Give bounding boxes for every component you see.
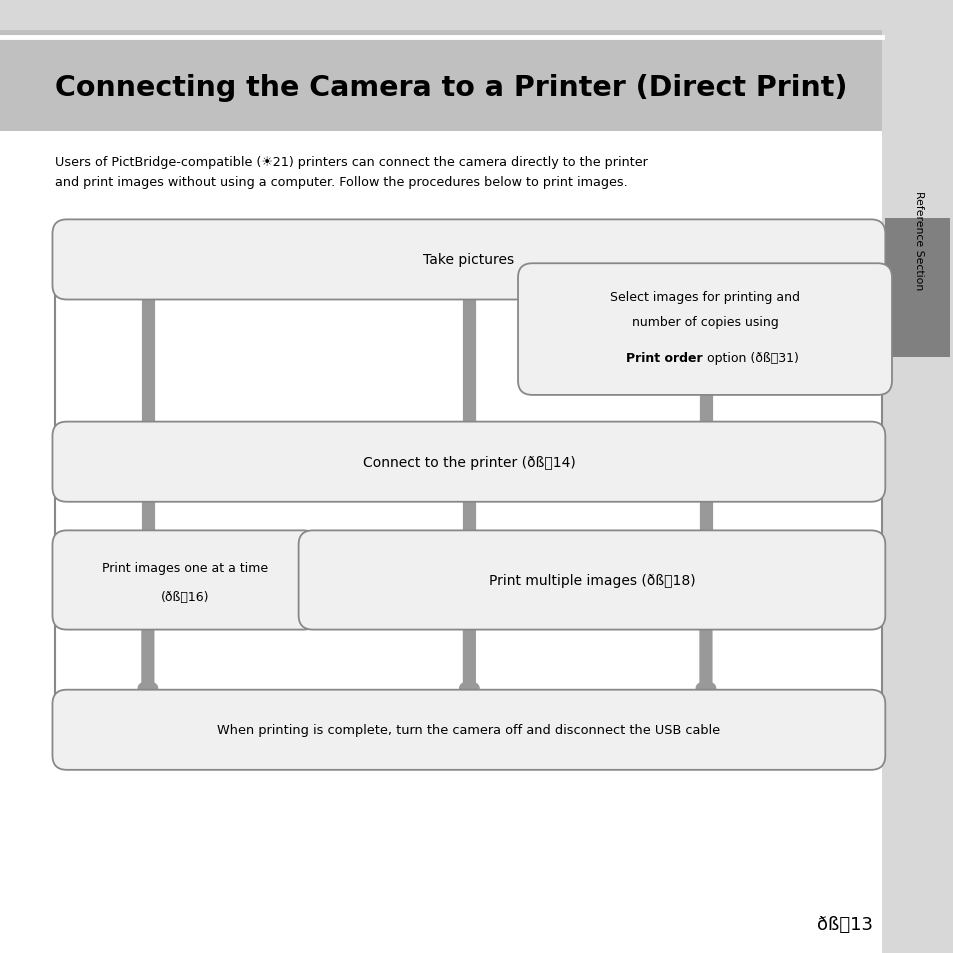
- FancyBboxPatch shape: [55, 229, 882, 762]
- FancyBboxPatch shape: [0, 132, 882, 953]
- Text: Users of PictBridge-compatible (☀21) printers can connect the camera directly to: Users of PictBridge-compatible (☀21) pri…: [55, 155, 647, 169]
- FancyBboxPatch shape: [52, 422, 884, 502]
- Text: Connect to the printer (ðß14): Connect to the printer (ðß14): [362, 456, 575, 469]
- FancyBboxPatch shape: [517, 264, 891, 395]
- Text: When printing is complete, turn the camera off and disconnect the USB cable: When printing is complete, turn the came…: [217, 723, 720, 737]
- FancyBboxPatch shape: [882, 0, 953, 953]
- Text: Connecting the Camera to a Printer (Direct Print): Connecting the Camera to a Printer (Dire…: [55, 73, 847, 102]
- Text: option (ðß31): option (ðß31): [702, 352, 798, 365]
- Text: number of copies using: number of copies using: [631, 316, 778, 329]
- FancyBboxPatch shape: [52, 220, 884, 300]
- Text: ðß13: ðß13: [816, 916, 872, 933]
- Text: Print multiple images (ðß18): Print multiple images (ðß18): [488, 574, 695, 587]
- FancyBboxPatch shape: [0, 31, 882, 132]
- Text: Print order: Print order: [626, 352, 702, 365]
- FancyBboxPatch shape: [884, 219, 949, 357]
- Text: and print images without using a computer. Follow the procedures below to print : and print images without using a compute…: [55, 175, 627, 189]
- Text: Print images one at a time: Print images one at a time: [102, 562, 268, 575]
- Text: Take pictures: Take pictures: [423, 253, 514, 267]
- Text: Reference Section: Reference Section: [913, 191, 923, 290]
- Text: Select images for printing and: Select images for printing and: [609, 291, 800, 303]
- FancyBboxPatch shape: [298, 531, 884, 630]
- FancyBboxPatch shape: [52, 690, 884, 770]
- FancyBboxPatch shape: [52, 531, 317, 630]
- Text: (ðß16): (ðß16): [161, 590, 209, 603]
